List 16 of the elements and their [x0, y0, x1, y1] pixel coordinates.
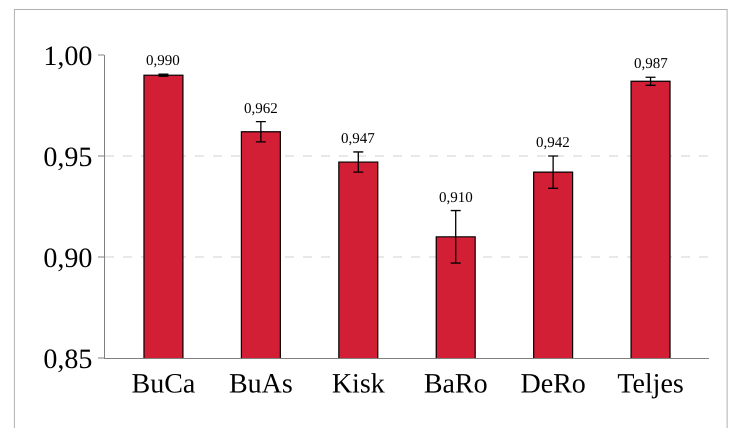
x-tick-label: BuCa [132, 368, 196, 400]
y-tick-label: 0,85 [43, 344, 92, 375]
x-tick-label: DeRo [520, 368, 586, 400]
y-tick-label: 0,90 [43, 242, 92, 274]
data-label: 0,947 [341, 131, 376, 147]
x-tick-label: Teljes [617, 368, 684, 400]
data-label: 0,910 [439, 190, 473, 206]
x-tick-label: BuAs [228, 368, 293, 400]
data-label: 0,990 [146, 53, 180, 69]
x-tick-label: BaRo [424, 368, 488, 400]
data-label: 0,942 [536, 135, 570, 151]
data-label: 0,962 [244, 101, 278, 117]
data-label: 0,987 [634, 56, 668, 72]
y-tick-label: 1,00 [43, 40, 92, 72]
y-tick-label: 0,95 [43, 142, 92, 173]
x-tick-label: Kisk [332, 368, 385, 400]
